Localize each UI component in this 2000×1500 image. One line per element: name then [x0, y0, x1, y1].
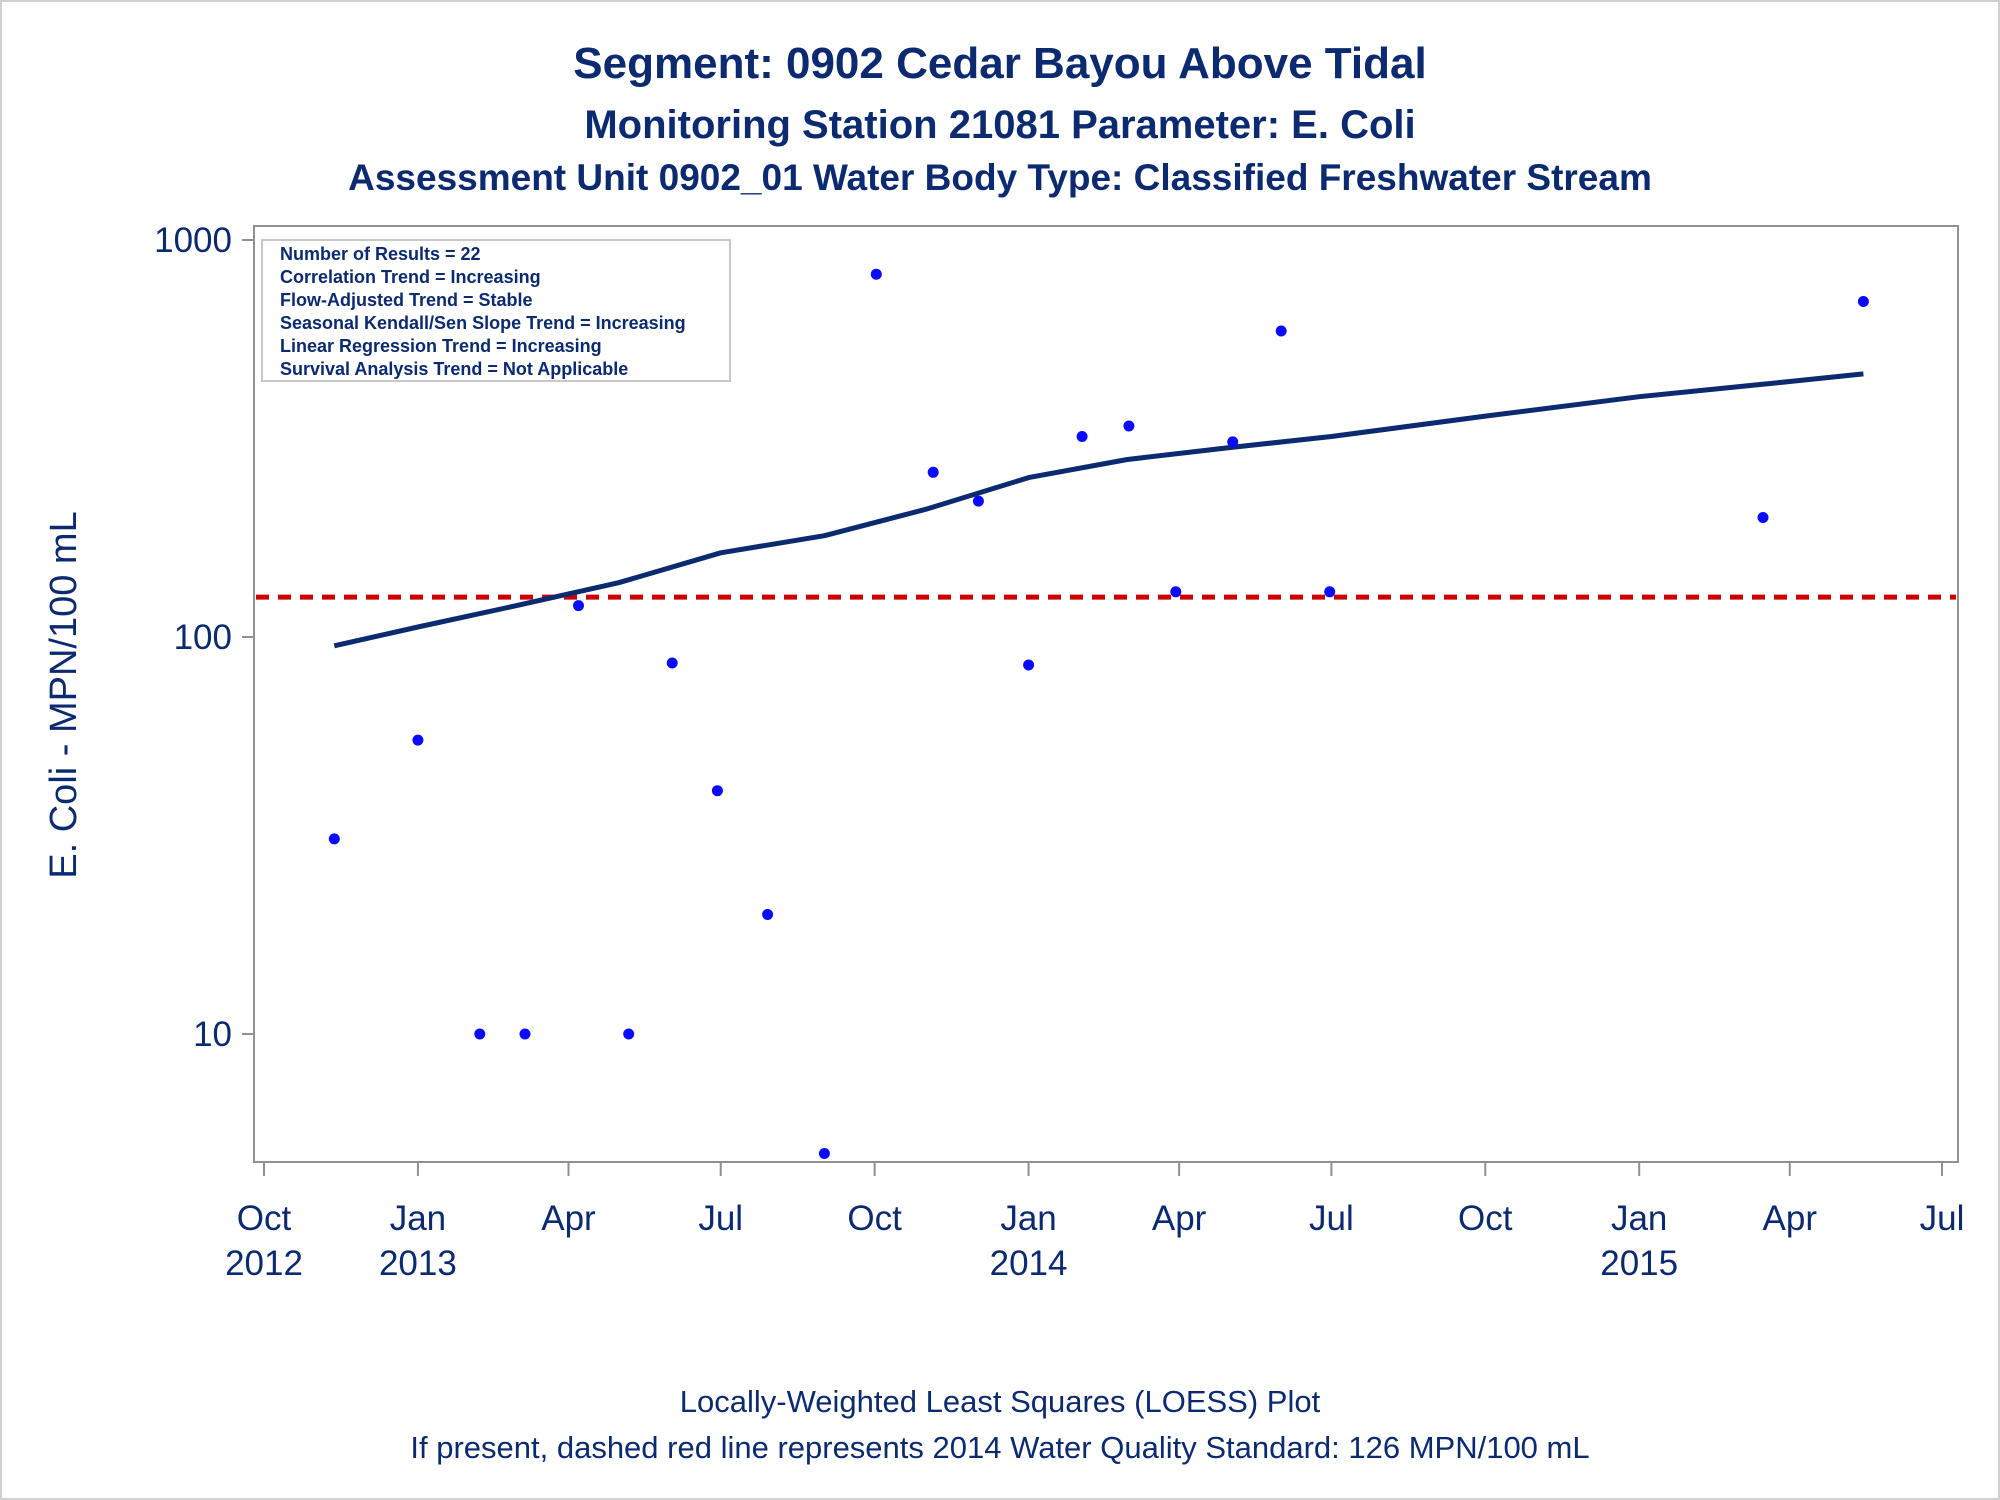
- data-point: [1857, 296, 1869, 307]
- data-point: [1275, 325, 1287, 337]
- info-line-linear-regression: Linear Regression Trend = Increasing: [280, 336, 602, 356]
- x-tick-label: Jan: [1000, 1199, 1056, 1238]
- info-line-results: Number of Results = 22: [280, 244, 481, 264]
- info-line-seasonal-kendall: Seasonal Kendall/Sen Slope Trend = Incre…: [280, 313, 686, 333]
- x-tick-label: Jul: [1920, 1199, 1965, 1238]
- y-axis-label: E. Coli - MPN/100 mL: [43, 511, 85, 878]
- y-tick-label: 10: [193, 1015, 232, 1054]
- y-tick-label: 1000: [154, 221, 232, 260]
- footnote-loess: Locally-Weighted Least Squares (LOESS) P…: [680, 1384, 1321, 1419]
- x-tick-label: Apr: [541, 1199, 596, 1238]
- data-point: [666, 657, 678, 669]
- x-tick-year-label: 2012: [225, 1244, 303, 1283]
- data-point: [573, 600, 584, 612]
- info-box: Number of Results = 22 Correlation Trend…: [261, 239, 731, 382]
- data-point: [818, 1148, 830, 1159]
- data-points-layer: [328, 268, 1869, 1159]
- data-point: [927, 466, 939, 478]
- data-point: [1123, 420, 1135, 432]
- x-tick-label: Apr: [1152, 1199, 1207, 1238]
- data-point: [474, 1028, 486, 1040]
- loess-trend-line: [333, 371, 1864, 649]
- data-point: [1170, 586, 1182, 598]
- data-point: [972, 495, 984, 507]
- data-point: [1023, 659, 1035, 671]
- info-line-survival: Survival Analysis Trend = Not Applicable: [280, 359, 628, 379]
- axes-layer: 10 100 1000 Oct 2012 Jan 2013 Apr Jul Oct Jan 2014 A…: [154, 221, 1964, 1283]
- loess-line-layer: [333, 371, 1864, 649]
- chart-title: Segment: 0902 Cedar Bayou Above Tidal: [573, 39, 1426, 88]
- info-box-border: [261, 239, 731, 382]
- x-tick-year-label: 2014: [990, 1244, 1068, 1283]
- plot-area: [253, 225, 1959, 1163]
- data-point: [762, 909, 774, 920]
- data-point: [1324, 586, 1336, 598]
- data-point: [1757, 512, 1769, 523]
- data-point: [711, 785, 723, 797]
- x-tick-label: Jul: [1309, 1199, 1354, 1238]
- data-point: [412, 734, 424, 746]
- x-tick-label: Apr: [1763, 1199, 1818, 1238]
- footnote-standard: If present, dashed red line represents 2…: [410, 1430, 1589, 1465]
- x-tick-year-label: 2015: [1600, 1244, 1678, 1283]
- data-point: [519, 1028, 531, 1040]
- x-tick-label: Oct: [237, 1199, 292, 1238]
- data-point: [328, 833, 340, 845]
- x-tick-label: Jan: [390, 1199, 446, 1238]
- chart-subtitle-station: Monitoring Station 21081 Parameter: E. C…: [584, 103, 1415, 147]
- x-tick-label: Oct: [1458, 1199, 1513, 1238]
- x-tick-year-label: 2013: [379, 1244, 457, 1283]
- data-point: [1227, 436, 1239, 448]
- data-point: [623, 1028, 635, 1040]
- x-tick-label: Jul: [698, 1199, 743, 1238]
- x-tick-label: Oct: [847, 1199, 902, 1238]
- data-point: [870, 268, 882, 280]
- data-point: [1076, 431, 1088, 442]
- info-line-correlation: Correlation Trend = Increasing: [280, 267, 541, 287]
- chart-subtitle-assessment: Assessment Unit 0902_01 Water Body Type:…: [348, 157, 1652, 198]
- y-tick-label: 100: [174, 618, 232, 657]
- x-tick-label: Jan: [1611, 1199, 1667, 1238]
- plot-border: [253, 225, 1959, 1163]
- info-line-flow-adjusted: Flow-Adjusted Trend = Stable: [280, 290, 533, 310]
